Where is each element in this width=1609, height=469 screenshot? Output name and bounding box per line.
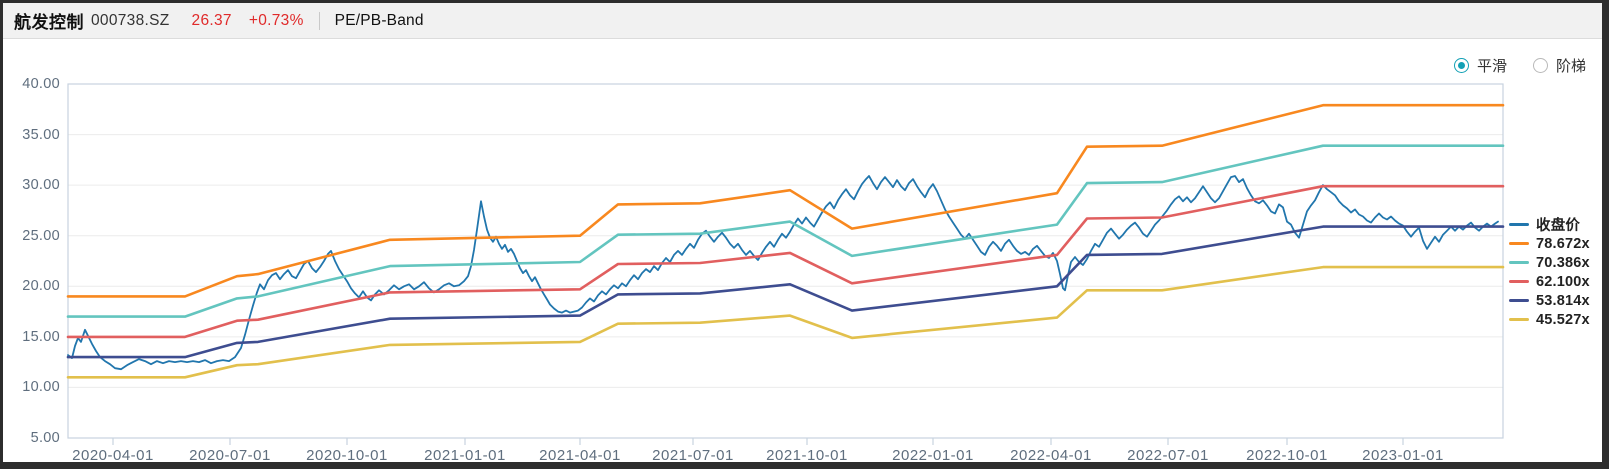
legend-item-62.100x[interactable]: 62.100x bbox=[1509, 273, 1590, 290]
stock-price: 26.37 bbox=[191, 11, 232, 29]
y-tick-label: 25.00 bbox=[22, 227, 60, 244]
x-tick-label: 2023-01-01 bbox=[1362, 447, 1444, 464]
radio-smooth[interactable]: 平滑 bbox=[1453, 55, 1507, 76]
smoothing-radio-group: 平滑 阶梯 bbox=[1453, 55, 1586, 76]
y-tick-label: 20.00 bbox=[22, 278, 60, 295]
y-tick-label: 5.00 bbox=[30, 430, 60, 446]
header-divider bbox=[318, 11, 320, 30]
legend-item-70.386x[interactable]: 70.386x bbox=[1509, 254, 1590, 271]
x-tick-label: 2022-01-01 bbox=[892, 447, 974, 464]
legend-swatch-icon bbox=[1509, 261, 1529, 264]
legend-label: 53.814x bbox=[1536, 292, 1590, 309]
x-tick-label: 2020-10-01 bbox=[306, 447, 388, 464]
legend-swatch-icon bbox=[1509, 280, 1529, 283]
legend-item-45.527x[interactable]: 45.527x bbox=[1509, 311, 1590, 328]
stock-code: 000738.SZ bbox=[91, 11, 170, 29]
radio-smooth-label: 平滑 bbox=[1476, 58, 1507, 75]
x-tick-label: 2020-04-01 bbox=[72, 447, 154, 464]
x-tick-label: 2020-07-01 bbox=[189, 447, 271, 464]
x-tick-label: 2021-10-01 bbox=[766, 447, 848, 464]
y-tick-label: 15.00 bbox=[22, 328, 60, 345]
radio-step-label: 阶梯 bbox=[1555, 58, 1586, 75]
stock-change: +0.73% bbox=[248, 11, 304, 29]
y-tick-label: 30.00 bbox=[22, 177, 60, 194]
legend-swatch-icon bbox=[1509, 223, 1529, 226]
y-tick-label: 10.00 bbox=[22, 379, 60, 396]
radio-smooth-circle-icon bbox=[1453, 58, 1469, 73]
tab-pe-pb-band[interactable]: PE/PB-Band bbox=[334, 11, 424, 29]
stock-name: 航发控制 bbox=[14, 13, 84, 32]
legend-item-收盘价[interactable]: 收盘价 bbox=[1509, 217, 1590, 234]
legend-label: 收盘价 bbox=[1536, 218, 1581, 234]
legend-label: 70.386x bbox=[1536, 254, 1590, 271]
x-tick-label: 2022-04-01 bbox=[1010, 447, 1092, 464]
x-tick-label: 2021-01-01 bbox=[424, 447, 506, 464]
y-tick-label: 40.00 bbox=[22, 76, 60, 92]
legend-label: 45.527x bbox=[1536, 311, 1590, 328]
y-tick-label: 35.00 bbox=[22, 126, 60, 143]
radio-step-circle-icon bbox=[1532, 58, 1548, 73]
app-content: 航发控制 000738.SZ 26.37 +0.73% PE/PB-Band 平… bbox=[3, 3, 1602, 462]
legend-swatch-icon bbox=[1509, 242, 1529, 245]
legend-swatch-icon bbox=[1509, 318, 1529, 321]
legend-label: 78.672x bbox=[1536, 235, 1590, 252]
legend-label: 62.100x bbox=[1536, 273, 1590, 290]
radio-step[interactable]: 阶梯 bbox=[1532, 55, 1586, 76]
x-tick-label: 2022-10-01 bbox=[1246, 447, 1328, 464]
x-tick-label: 2022-07-01 bbox=[1127, 447, 1209, 464]
legend-item-78.672x[interactable]: 78.672x bbox=[1509, 235, 1590, 252]
legend-item-53.814x[interactable]: 53.814x bbox=[1509, 292, 1590, 309]
x-tick-label: 2021-04-01 bbox=[539, 447, 621, 464]
chart-legend: 收盘价 78.672x 70.386x 62.100x 53.814x 45.527x bbox=[1509, 217, 1590, 328]
header-bar: 航发控制 000738.SZ 26.37 +0.73% PE/PB-Band bbox=[3, 3, 1602, 39]
legend-swatch-icon bbox=[1509, 299, 1529, 302]
x-tick-label: 2021-07-01 bbox=[652, 447, 734, 464]
